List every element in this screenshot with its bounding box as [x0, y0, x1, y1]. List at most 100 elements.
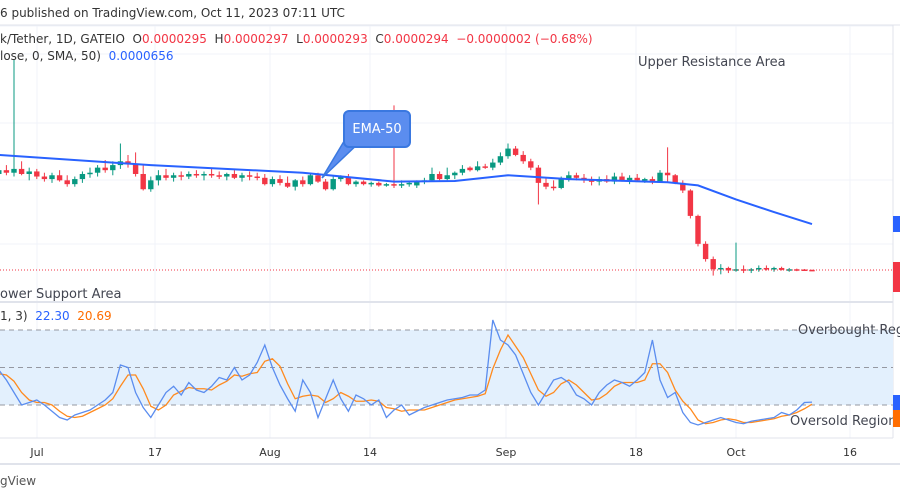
callout-pointer — [321, 138, 366, 179]
candle-body — [740, 269, 747, 271]
candle — [353, 180, 359, 187]
candle — [345, 173, 352, 186]
candle — [664, 147, 671, 183]
candle-body — [338, 176, 344, 180]
candle-body — [269, 179, 276, 185]
candle-body — [178, 175, 184, 177]
candle-body — [626, 177, 633, 181]
candle — [680, 180, 686, 194]
candle — [231, 170, 238, 180]
candle — [702, 241, 709, 262]
overbought-label: Overbought Reg — [798, 323, 900, 338]
candle — [148, 176, 154, 192]
candle — [535, 165, 542, 205]
candle — [254, 172, 260, 181]
candle — [322, 179, 329, 191]
candle — [216, 171, 222, 180]
candle — [710, 256, 716, 276]
candle-body — [687, 190, 694, 216]
candle — [771, 266, 777, 272]
low-value: 0.0000293 — [302, 32, 368, 46]
candle — [436, 171, 443, 181]
candle-body — [391, 184, 397, 186]
ma-line — [0, 154, 813, 225]
candle-body — [254, 176, 260, 179]
x-tick: Oct — [726, 446, 746, 459]
candle — [376, 181, 382, 187]
candle — [778, 266, 785, 271]
ma-value: 0.0000656 — [108, 49, 174, 63]
x-tick: Jul — [30, 446, 44, 459]
candle-body — [497, 156, 504, 163]
candle — [193, 170, 200, 178]
candle-body — [262, 177, 268, 185]
candle-body — [41, 176, 48, 180]
candle — [497, 152, 504, 166]
candle — [406, 181, 412, 187]
candle-body — [436, 173, 443, 180]
x-tick: 14 — [363, 446, 377, 459]
candle-body — [429, 173, 435, 181]
candle-body — [148, 180, 154, 190]
candle — [444, 167, 450, 181]
candle-body — [467, 167, 473, 171]
candle — [763, 265, 770, 271]
candle-body — [725, 267, 732, 271]
candle — [657, 170, 663, 183]
candle — [330, 176, 336, 191]
candle — [155, 170, 162, 186]
candle-body — [315, 175, 321, 182]
candle-body — [710, 259, 716, 270]
candle-body — [345, 176, 352, 185]
candle-body — [406, 182, 412, 185]
candle — [756, 265, 762, 272]
candle-body — [11, 168, 17, 173]
high-value: 0.0000297 — [223, 32, 289, 46]
candle-body — [642, 179, 648, 181]
candle — [11, 59, 17, 177]
candle-body — [292, 180, 298, 187]
candle — [360, 180, 367, 186]
osc-params: 1, 3) — [0, 309, 28, 323]
candle — [794, 268, 800, 272]
candle-body — [125, 161, 131, 164]
candle — [482, 163, 488, 169]
candle-body — [520, 154, 526, 162]
candle — [239, 172, 245, 182]
candle-body — [186, 173, 192, 177]
candle-body — [512, 148, 519, 155]
candle-body — [224, 173, 230, 177]
candle — [117, 143, 124, 169]
candle — [79, 171, 86, 183]
candle-body — [505, 148, 511, 157]
candle-body — [170, 175, 177, 178]
candle-body — [216, 175, 222, 177]
candle — [269, 176, 276, 187]
candle-body — [284, 182, 291, 187]
candle-body — [322, 181, 329, 190]
open-value: 0.0000295 — [142, 32, 207, 46]
upper-resistance-label: Upper Resistance Area — [638, 55, 786, 70]
ma-label: lose, 0, SMA, 50) — [0, 49, 101, 63]
candle-body — [748, 269, 754, 271]
candle-body — [277, 179, 283, 183]
candle-body — [72, 179, 78, 185]
candle — [611, 172, 618, 185]
candle — [809, 269, 815, 272]
close-label: C — [375, 32, 384, 46]
candle — [383, 182, 390, 187]
candle-body — [619, 176, 625, 181]
candle-body — [634, 177, 640, 181]
candle — [581, 173, 587, 183]
candle — [41, 172, 48, 182]
oscillator — [0, 319, 893, 426]
candle-body — [459, 168, 466, 173]
candle-body — [657, 172, 663, 182]
publish-header: 6 published on TradingView.com, Oct 11, … — [0, 6, 345, 20]
candle — [125, 154, 131, 168]
candle-body — [702, 243, 709, 260]
x-tick: 16 — [843, 446, 857, 459]
candle — [201, 171, 207, 181]
candle-body — [718, 267, 724, 270]
